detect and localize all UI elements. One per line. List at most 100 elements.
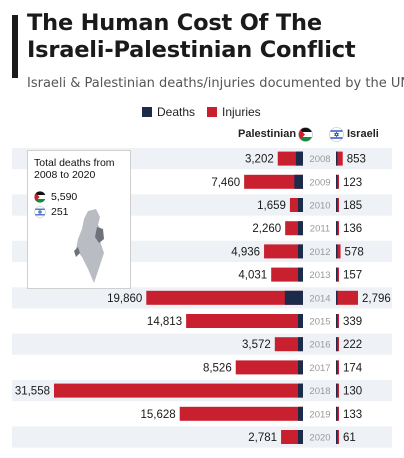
israeli-deaths-bar-2008 — [336, 151, 338, 166]
year-label-2018: 2018 — [309, 386, 330, 397]
year-label-2010: 2010 — [309, 201, 330, 212]
palestinian-value-label-2012: 4,936 — [231, 246, 260, 258]
palestinian-value-label-2009: 7,460 — [211, 177, 240, 189]
palestinian-value-label-2015: 14,813 — [147, 316, 182, 328]
israeli-value-label-2011: 136 — [343, 223, 362, 235]
inset-israeli-deaths: 251 — [51, 206, 69, 218]
palestinian-value-label-2018: 31,558 — [15, 386, 50, 398]
palestinian-deaths-bar-2018 — [298, 383, 303, 398]
israeli-bar-2014 — [336, 290, 358, 305]
year-label-2019: 2019 — [309, 409, 330, 420]
year-label-2020: 2020 — [309, 433, 330, 444]
palestinian-deaths-bar-2020 — [298, 430, 303, 444]
israeli-value-label-2010: 185 — [343, 200, 362, 212]
israeli-deaths-bar-2009 — [336, 174, 338, 189]
year-label-2017: 2017 — [309, 363, 330, 374]
israeli-bar-2008 — [336, 151, 343, 166]
israeli-value-label-2008: 853 — [347, 154, 366, 166]
column-header-palestinian: Palestinian — [238, 128, 297, 140]
palestinian-bar-2019 — [179, 406, 303, 421]
inset-title-line-2: 2008 to 2020 — [34, 169, 96, 181]
israeli-value-label-2018: 130 — [343, 386, 362, 398]
israeli-deaths-bar-2010 — [336, 198, 338, 212]
israeli-deaths-bar-2020 — [336, 430, 338, 444]
palestinian-deaths-bar-2010 — [298, 198, 303, 212]
israeli-bar-2012 — [336, 244, 341, 259]
israeli-deaths-bar-2018 — [336, 383, 338, 398]
legend-swatch-injuries — [207, 107, 217, 117]
palestinian-deaths-bar-2009 — [294, 174, 303, 189]
israeli-value-label-2014: 2,796 — [362, 293, 391, 305]
year-label-2009: 2009 — [309, 177, 330, 188]
israeli-deaths-bar-2012 — [336, 244, 338, 259]
israeli-value-label-2015: 339 — [343, 316, 362, 328]
year-label-2016: 2016 — [309, 340, 330, 351]
year-label-2012: 2012 — [309, 247, 330, 258]
palestinian-value-label-2014: 19,860 — [107, 293, 142, 305]
chart-title: The Human Cost Of The Israeli-Palestinia… — [27, 10, 356, 63]
region-map-icon — [74, 209, 104, 283]
legend-item-injuries: Injuries — [207, 105, 261, 119]
israeli-deaths-bar-2016 — [336, 337, 338, 352]
israeli-value-label-2019: 133 — [343, 409, 362, 421]
israeli-value-label-2016: 222 — [343, 339, 362, 351]
palestinian-value-label-2010: 1,659 — [257, 200, 286, 212]
palestinian-deaths-bar-2012 — [298, 244, 303, 259]
year-label-2011: 2011 — [310, 224, 330, 235]
palestinian-value-label-2008: 3,202 — [245, 154, 274, 166]
palestinian-bar-2016 — [274, 337, 303, 352]
inset-palestinian-deaths: 5,590 — [51, 191, 78, 203]
inset-row-palestinian: 5,590 — [34, 191, 77, 203]
inset-title: Total deaths from 2008 to 2020 — [34, 157, 115, 181]
row-band — [12, 333, 392, 355]
israeli-value-label-2009: 123 — [343, 177, 362, 189]
palestinian-flag-icon — [34, 191, 46, 203]
israeli-deaths-bar-2019 — [336, 406, 338, 421]
legend-label-deaths: Deaths — [157, 105, 196, 119]
palestinian-flag-icon — [298, 127, 313, 142]
title-accent-bar — [12, 15, 18, 78]
palestinian-value-label-2020: 2,781 — [248, 432, 277, 444]
palestinian-bar-2018 — [54, 383, 303, 398]
palestinian-bar-2009 — [244, 174, 303, 189]
palestinian-value-label-2017: 8,526 — [203, 362, 232, 374]
chart-subtitle: Israeli & Palestinian deaths/injuries do… — [27, 76, 404, 91]
palestinian-bar-2012 — [264, 244, 303, 259]
palestinian-value-label-2016: 3,572 — [242, 339, 271, 351]
palestinian-bar-2017 — [235, 360, 303, 375]
year-label-2013: 2013 — [309, 270, 330, 281]
year-label-2014: 2014 — [309, 293, 330, 304]
palestinian-deaths-bar-2019 — [298, 406, 303, 421]
palestinian-deaths-bar-2011 — [298, 221, 303, 236]
palestinian-deaths-bar-2008 — [295, 151, 303, 166]
palestinian-bar-2015 — [186, 314, 303, 328]
palestinian-bar-2014 — [146, 290, 303, 305]
israeli-flag-icon — [329, 127, 344, 142]
israeli-deaths-bar-2017 — [336, 360, 338, 375]
legend-swatch-deaths — [142, 107, 152, 117]
year-label-2008: 2008 — [309, 154, 330, 165]
israeli-deaths-bar-2013 — [336, 267, 338, 282]
palestinian-deaths-bar-2014 — [284, 290, 303, 305]
israeli-deaths-bar-2014 — [336, 290, 338, 305]
palestinian-bar-2020 — [281, 430, 303, 444]
column-header-israeli: Israeli — [347, 128, 379, 140]
palestinian-value-label-2019: 15,628 — [141, 409, 176, 421]
israeli-value-label-2020: 61 — [343, 432, 356, 444]
legend-item-deaths: Deaths — [142, 105, 195, 119]
palestinian-value-label-2011: 2,260 — [252, 223, 281, 235]
inset-row-israeli: 251 — [34, 206, 69, 218]
palestinian-bar-2013 — [271, 267, 303, 282]
inset-title-line-1: Total deaths from — [34, 157, 115, 169]
palestinian-deaths-bar-2015 — [298, 314, 303, 328]
israeli-deaths-bar-2015 — [336, 314, 338, 328]
israeli-value-label-2017: 174 — [343, 362, 363, 374]
israeli-deaths-bar-2011 — [336, 221, 338, 236]
israeli-flag-icon — [34, 206, 46, 218]
total-deaths-inset: Total deaths from 2008 to 2020 5,590 251 — [27, 150, 131, 289]
palestinian-deaths-bar-2013 — [298, 267, 303, 282]
israeli-value-label-2012: 578 — [345, 246, 364, 258]
israeli-value-label-2013: 157 — [343, 270, 362, 282]
legend-label-injuries: Injuries — [222, 105, 261, 119]
